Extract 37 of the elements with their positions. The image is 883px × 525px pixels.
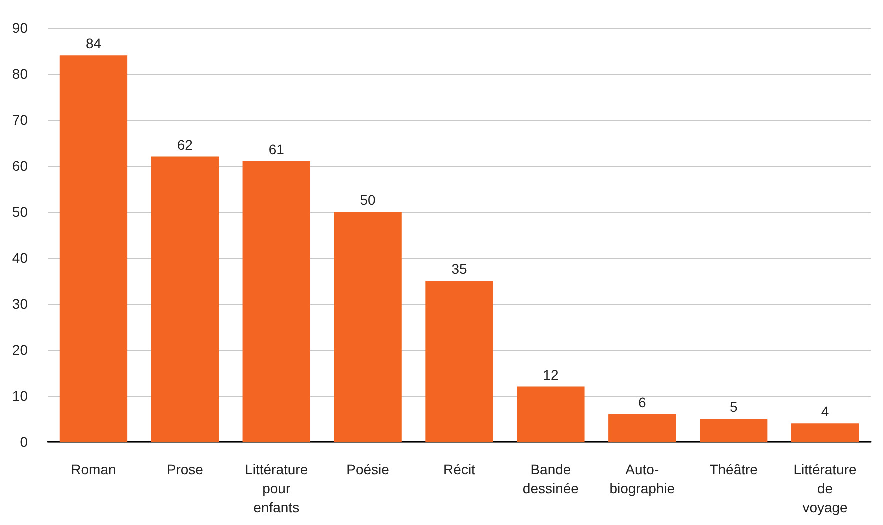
x-tick-label: Roman <box>71 462 116 478</box>
bar <box>60 56 128 442</box>
y-tick-label: 90 <box>12 20 28 36</box>
bar <box>517 386 585 442</box>
y-tick-label: 80 <box>12 66 28 82</box>
x-tick-label: Prose <box>166 462 204 478</box>
y-tick-label: 30 <box>12 296 28 312</box>
data-label: 62 <box>177 136 194 153</box>
data-label: 84 <box>86 36 102 52</box>
bar <box>700 419 768 442</box>
y-tick-label: 40 <box>12 250 28 266</box>
y-tick-label: 60 <box>12 158 28 174</box>
data-label: 12 <box>543 366 559 383</box>
bar <box>151 156 219 442</box>
x-tick-label: Auto- biographie <box>610 462 676 496</box>
y-tick-label: 50 <box>12 204 28 220</box>
data-label: 50 <box>360 192 376 208</box>
data-label: 5 <box>730 399 738 415</box>
data-label: 4 <box>821 404 830 420</box>
bar <box>791 424 860 442</box>
x-tick-label: Poésie <box>346 462 390 478</box>
data-label: 6 <box>638 394 646 410</box>
data-label: 61 <box>268 141 285 158</box>
data-label: 35 <box>452 261 468 277</box>
bar <box>426 281 494 442</box>
x-tick-label: Récit <box>444 462 476 478</box>
x-tick-label: Littérature de voyage <box>794 462 857 516</box>
x-tick-label: Théâtre <box>710 462 758 478</box>
bar <box>242 161 310 442</box>
y-tick-label: 10 <box>12 388 28 404</box>
y-tick-label: 70 <box>12 112 28 128</box>
y-tick-label: 20 <box>12 342 28 358</box>
bar <box>608 414 676 442</box>
x-tick-label: Bande dessinée <box>522 462 580 496</box>
x-tick-label: Littérature pour enfants <box>245 462 308 516</box>
y-tick-label: 0 <box>20 434 28 450</box>
bar <box>334 212 402 442</box>
